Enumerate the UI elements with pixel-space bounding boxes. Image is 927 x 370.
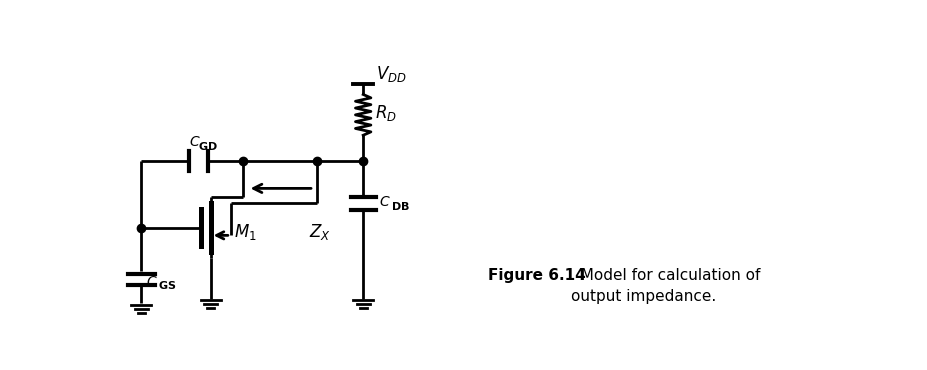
Text: $\it{C}$: $\it{C}$ <box>189 135 200 149</box>
Text: $\it{C}$: $\it{C}$ <box>378 195 389 209</box>
Text: output impedance.: output impedance. <box>570 289 716 304</box>
Text: $\it{C}$: $\it{C}$ <box>146 275 158 289</box>
Text: $\mathbf{GD}$: $\mathbf{GD}$ <box>198 140 218 152</box>
Text: $\mathbf{DB}$: $\mathbf{DB}$ <box>390 201 410 212</box>
Text: $\mathbf{GS}$: $\mathbf{GS}$ <box>159 279 176 291</box>
Text: $\it{Z}_\mathit{X}$: $\it{Z}_\mathit{X}$ <box>309 222 331 242</box>
Text: $\it{V}_{DD}$: $\it{V}_{DD}$ <box>375 64 407 84</box>
Text: $\it{M}_1$: $\it{M}_1$ <box>234 222 256 242</box>
Text: Figure 6.14: Figure 6.14 <box>488 268 585 283</box>
Text: Model for calculation of: Model for calculation of <box>570 268 759 283</box>
Text: $\it{R}_\mathit{D}$: $\it{R}_\mathit{D}$ <box>375 103 396 123</box>
